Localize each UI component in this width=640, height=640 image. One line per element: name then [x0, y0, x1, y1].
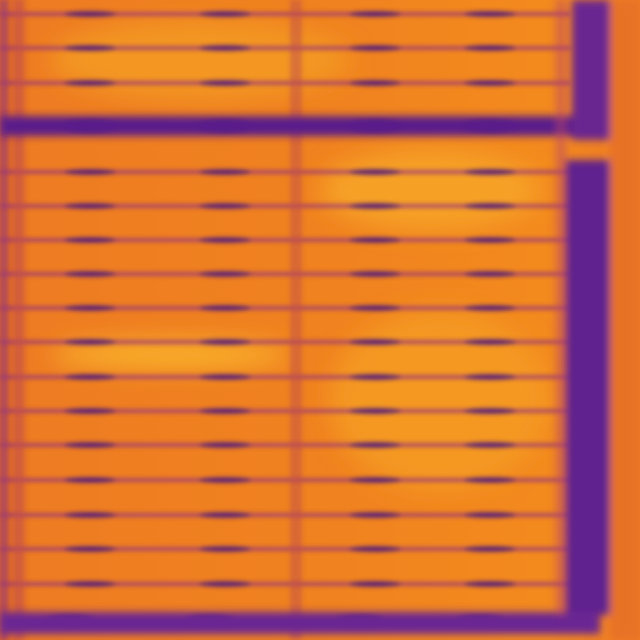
frame-vertical-top	[572, 0, 610, 140]
row-dash	[64, 442, 116, 448]
row-dash	[349, 477, 401, 483]
row-dash	[199, 408, 251, 414]
row-dash	[64, 203, 116, 209]
row-dash	[199, 374, 251, 380]
row-dash	[64, 581, 116, 587]
row-dash	[64, 512, 116, 518]
row-dash	[464, 546, 516, 552]
row-line	[0, 375, 570, 379]
row-dash	[464, 45, 516, 51]
row-dash	[64, 80, 116, 86]
row-dash	[349, 45, 401, 51]
row-dash	[64, 546, 116, 552]
row-dash	[349, 442, 401, 448]
row-dash	[199, 581, 251, 587]
row-line	[0, 12, 570, 16]
row-dash	[349, 169, 401, 175]
row-dash	[199, 305, 251, 311]
row-dash	[199, 80, 251, 86]
hot-area	[50, 20, 350, 100]
hot-area	[330, 310, 550, 490]
row-dash	[199, 442, 251, 448]
row-dash	[349, 512, 401, 518]
row-line	[0, 340, 570, 344]
row-line	[0, 582, 570, 586]
row-dash	[199, 546, 251, 552]
row-dash	[64, 271, 116, 277]
row-line	[0, 409, 570, 413]
row-line	[0, 306, 570, 310]
row-dash	[64, 339, 116, 345]
row-dash	[64, 374, 116, 380]
row-dash	[64, 408, 116, 414]
row-dash	[199, 11, 251, 17]
row-dash	[464, 11, 516, 17]
row-dash	[464, 169, 516, 175]
row-dash	[464, 271, 516, 277]
row-dash	[349, 237, 401, 243]
hot-area	[50, 341, 290, 369]
row-line	[0, 170, 570, 174]
right-strip	[610, 0, 640, 640]
row-dash	[349, 374, 401, 380]
row-line	[0, 513, 570, 517]
row-dash	[199, 477, 251, 483]
row-dash	[464, 374, 516, 380]
row-dash	[199, 237, 251, 243]
row-dash	[64, 11, 116, 17]
row-line	[0, 46, 570, 50]
row-dash	[464, 477, 516, 483]
row-dash	[349, 546, 401, 552]
row-dash	[464, 339, 516, 345]
vertical-seam	[290, 0, 302, 640]
frame-edges	[0, 0, 302, 640]
row-dash	[199, 45, 251, 51]
row-line	[0, 478, 570, 482]
row-dash	[199, 169, 251, 175]
frame-shadow	[556, 0, 566, 615]
row-line	[0, 204, 570, 208]
row-dash	[349, 203, 401, 209]
row-dash	[64, 305, 116, 311]
row-dash	[199, 203, 251, 209]
row-dash	[64, 169, 116, 175]
hot-area	[320, 150, 540, 230]
row-dash	[199, 271, 251, 277]
row-dash	[464, 237, 516, 243]
row-line	[0, 272, 570, 276]
row-line	[0, 238, 570, 242]
row-dash	[349, 339, 401, 345]
row-line	[0, 547, 570, 551]
row-dash	[464, 581, 516, 587]
row-dash	[64, 237, 116, 243]
row-dash	[349, 581, 401, 587]
row-dash	[464, 203, 516, 209]
row-dash	[199, 339, 251, 345]
row-dash	[64, 477, 116, 483]
row-dash	[349, 408, 401, 414]
row-dash	[349, 11, 401, 17]
row-dash	[349, 305, 401, 311]
row-dash	[464, 408, 516, 414]
vertical-seam	[14, 0, 24, 640]
row-dash	[64, 45, 116, 51]
frame-bottom	[0, 612, 600, 634]
frame-horizontal	[0, 116, 600, 136]
row-dash	[349, 271, 401, 277]
row-line	[0, 443, 570, 447]
row-dash	[464, 305, 516, 311]
left-edge	[0, 0, 8, 640]
row-dash	[464, 80, 516, 86]
row-dash	[349, 80, 401, 86]
row-dash	[199, 512, 251, 518]
row-dash	[464, 512, 516, 518]
row-line	[0, 81, 570, 85]
row-dash	[464, 442, 516, 448]
frame-vertical	[566, 160, 610, 615]
